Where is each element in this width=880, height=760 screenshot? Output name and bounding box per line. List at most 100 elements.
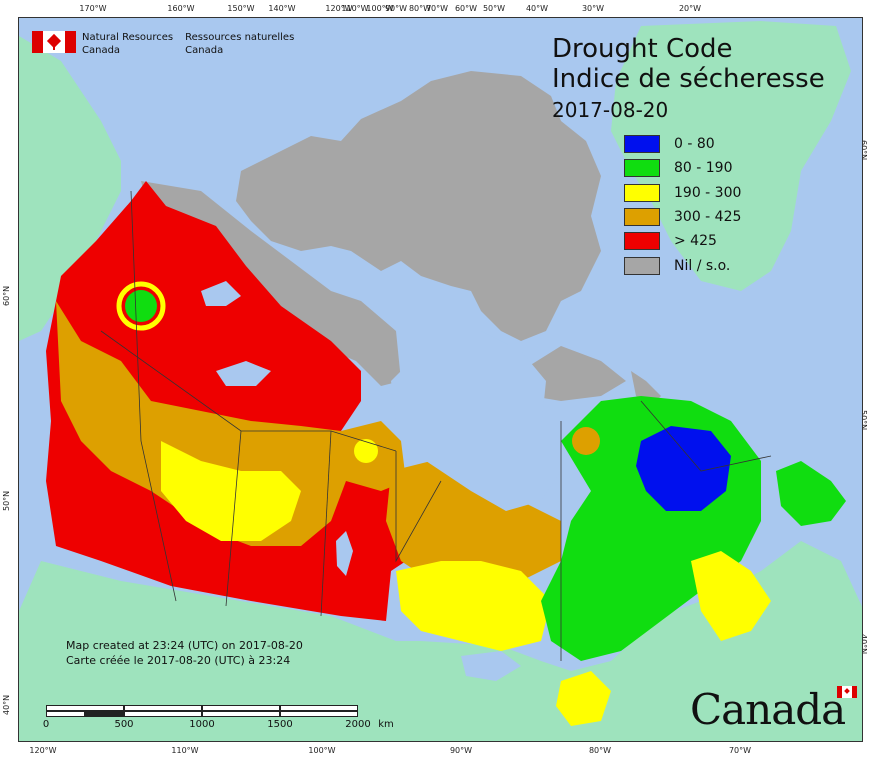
map-title: Drought Code Indice de sécheresse 2017-0… xyxy=(552,34,825,124)
scale-segment xyxy=(46,705,124,711)
usa-land xyxy=(19,541,862,741)
bottom-lon-tick: 80°W xyxy=(588,746,612,755)
title-line-fr: Indice de sécheresse xyxy=(552,64,825,94)
legend-swatch xyxy=(624,135,660,154)
credit-line-fr: Carte créée le 2017-08-20 (UTC) à 23:24 xyxy=(66,654,291,667)
ontario-high-zone xyxy=(396,561,551,651)
scale-segment xyxy=(85,711,124,717)
agency-signature: Natural Resources Canada Ressources natu… xyxy=(32,31,294,57)
agency-name-fr: Ressources naturelles Canada xyxy=(185,31,294,57)
map-date: 2017-08-20 xyxy=(552,98,669,122)
border-line xyxy=(130,190,177,602)
legend-swatch xyxy=(624,183,660,202)
map-credit: Map created at 23:24 (UTC) on 2017-08-20… xyxy=(66,638,303,668)
canada-wordmark: Canada xyxy=(690,685,858,734)
left-lat-tick: 50°N xyxy=(2,490,11,511)
bottom-lon-tick: 90°W xyxy=(449,746,473,755)
bottom-lon-tick: 110°W xyxy=(171,746,199,755)
title-line-en: Drought Code xyxy=(552,34,733,64)
legend-label: 300 - 425 xyxy=(674,209,742,226)
agency-fr-line1: Ressources naturelles xyxy=(185,32,295,43)
legend-item: 190 - 300 xyxy=(624,181,741,205)
foreign-land xyxy=(19,21,862,741)
lakes xyxy=(201,281,561,681)
agency-name-en: Natural Resources Canada xyxy=(82,31,173,57)
top-lon-tick: 140°W xyxy=(268,4,296,13)
james-bay-very-high-spot xyxy=(572,427,600,455)
agency-fr-line2: Canada xyxy=(185,45,224,56)
map-canvas xyxy=(19,21,862,741)
border-line xyxy=(640,400,772,472)
legend-label: 190 - 300 xyxy=(674,184,742,201)
great-bear-lake xyxy=(201,281,241,306)
great-slave-lake xyxy=(216,361,271,386)
scale-segment xyxy=(202,705,280,711)
scale-segment xyxy=(202,711,280,717)
top-lon-tick: 120°W xyxy=(325,4,353,13)
top-lon-tick: 90°W xyxy=(384,4,408,13)
legend: 0 - 80 80 - 190 190 - 300 300 - 425 > 42… xyxy=(624,132,741,278)
border-line xyxy=(395,451,442,563)
west-extreme-zone xyxy=(46,181,466,621)
legend-item: 0 - 80 xyxy=(624,132,741,156)
top-lon-tick: 170°W xyxy=(79,4,107,13)
legend-swatch xyxy=(624,208,660,227)
legend-swatch xyxy=(624,232,660,251)
wordmark-flag-icon xyxy=(837,686,858,698)
legend-label: 80 - 190 xyxy=(674,160,733,177)
prairie-high-zone xyxy=(161,441,301,541)
yukon-high-ring xyxy=(116,281,166,331)
bottom-lon-tick: 120°W xyxy=(29,746,57,755)
legend-label: > 425 xyxy=(674,233,717,250)
lake-superior xyxy=(461,651,521,681)
legend-item: 300 - 425 xyxy=(624,205,741,229)
legend-item: 80 - 190 xyxy=(624,156,741,180)
agency-en-line2: Canada xyxy=(82,45,121,56)
top-lon-tick: 150°W xyxy=(227,4,255,13)
legend-swatch xyxy=(624,256,660,275)
yukon-moderate-spot xyxy=(125,290,157,322)
border-line xyxy=(225,430,242,607)
scale-segment xyxy=(124,711,202,717)
drought-map xyxy=(18,17,863,742)
left-lat-tick: 60°N xyxy=(2,285,11,306)
quebec-north-no-data xyxy=(521,346,626,401)
top-lon-tick: 160°W xyxy=(167,4,195,13)
wordmark-text: Canada xyxy=(690,685,846,734)
atlantic-high-zone xyxy=(691,551,771,641)
scale-segment xyxy=(280,711,358,717)
top-lon-tick: 100°W xyxy=(366,4,394,13)
bottom-lon-tick: 100°W xyxy=(308,746,336,755)
top-lon-tick: 60°W xyxy=(454,4,478,13)
top-lon-tick: 20°W xyxy=(678,4,702,13)
scale-label: 1500 xyxy=(267,719,293,730)
scale-label: 500 xyxy=(114,719,134,730)
great-lakes-high-zone xyxy=(556,671,611,726)
drought-classes xyxy=(46,181,846,726)
lake-winnipeg xyxy=(336,531,353,576)
top-lon-tick: 80°W xyxy=(408,4,432,13)
atlantic-moderate-zone xyxy=(776,461,846,526)
arctic-islands xyxy=(236,71,601,341)
scale-label: 0 xyxy=(42,719,50,730)
top-lon-tick: 30°W xyxy=(581,4,605,13)
scale-segment xyxy=(46,711,85,717)
quebec-low-zone xyxy=(636,426,731,511)
scale-unit: km xyxy=(378,719,394,730)
agency-en-line1: Natural Resources xyxy=(82,32,174,43)
top-lon-tick: 110°W xyxy=(341,4,369,13)
legend-swatch xyxy=(624,159,660,178)
border-line xyxy=(320,430,332,617)
hudson-bay xyxy=(391,331,561,511)
credit-line-en: Map created at 23:24 (UTC) on 2017-08-20 xyxy=(66,639,303,652)
canada-flag-icon xyxy=(32,31,76,53)
top-lon-tick: 50°W xyxy=(482,4,506,13)
top-lon-tick: 70°W xyxy=(425,4,449,13)
left-lat-tick: 40°N xyxy=(2,694,11,715)
alaska-land xyxy=(19,36,121,341)
top-lon-tick: 40°W xyxy=(525,4,549,13)
legend-label: 0 - 80 xyxy=(674,136,715,153)
province-borders xyxy=(100,190,772,661)
scale-label: 1000 xyxy=(189,719,215,730)
